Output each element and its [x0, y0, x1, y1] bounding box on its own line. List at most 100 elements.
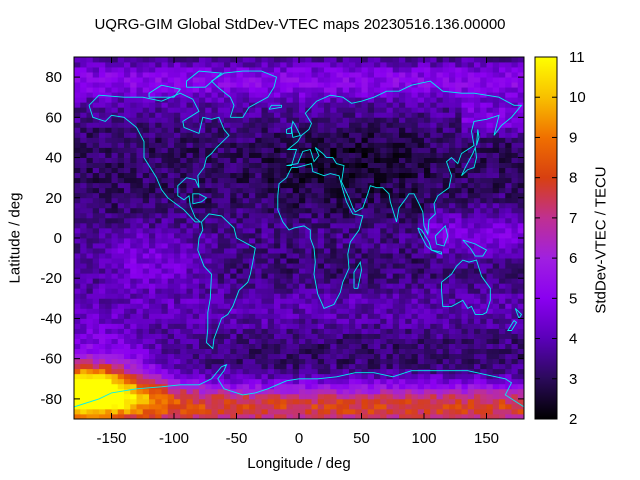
heatmap-cell: [424, 127, 431, 133]
heatmap-cell: [236, 338, 244, 344]
heatmap-cell: [399, 273, 406, 279]
heatmap-cell: [324, 102, 331, 108]
heatmap-cell: [280, 62, 287, 68]
heatmap-cell: [136, 132, 144, 138]
heatmap-cell: [261, 157, 269, 163]
heatmap-cell: [317, 323, 325, 329]
heatmap-cell: [474, 363, 481, 370]
heatmap-cell: [367, 107, 375, 113]
heatmap-cell: [99, 212, 106, 219]
heatmap-cell: [161, 313, 169, 319]
heatmap-cell: [299, 388, 306, 395]
heatmap-cell: [355, 263, 362, 269]
heatmap-cell: [292, 72, 300, 78]
heatmap-cell: [236, 278, 244, 284]
heatmap-cell: [211, 122, 219, 128]
heatmap-cell: [199, 273, 206, 279]
heatmap-cell: [211, 358, 219, 365]
heatmap-cell: [417, 238, 425, 244]
heatmap-cell: [249, 97, 256, 103]
heatmap-cell: [367, 72, 375, 78]
heatmap-cell: [380, 192, 387, 199]
heatmap-cell: [455, 152, 462, 158]
heatmap-cell: [192, 328, 200, 334]
heatmap-cell: [492, 147, 500, 153]
heatmap-cell: [467, 333, 475, 339]
heatmap-cell: [205, 132, 212, 138]
heatmap-cell: [430, 263, 437, 269]
heatmap-cell: [274, 152, 281, 158]
heatmap-cell: [399, 338, 406, 344]
heatmap-cell: [474, 87, 481, 93]
heatmap-cell: [86, 293, 94, 299]
heatmap-cell: [299, 378, 306, 385]
heatmap-cell: [461, 273, 469, 279]
heatmap-cell: [455, 268, 462, 274]
heatmap-cell: [186, 117, 194, 123]
heatmap-cell: [192, 238, 200, 244]
heatmap-cell: [117, 147, 125, 153]
heatmap-cell: [230, 363, 237, 370]
heatmap-cell: [242, 348, 250, 355]
heatmap-cell: [180, 207, 187, 214]
heatmap-cell: [311, 202, 319, 209]
heatmap-cell: [292, 202, 300, 209]
heatmap-cell: [467, 217, 475, 224]
heatmap-cell: [474, 378, 481, 385]
heatmap-cell: [261, 127, 269, 133]
heatmap-cell: [480, 318, 487, 324]
heatmap-cell: [336, 273, 344, 279]
heatmap-cell: [505, 293, 512, 299]
heatmap-cell: [105, 192, 112, 199]
heatmap-cell: [361, 187, 369, 194]
heatmap-cell: [142, 137, 150, 143]
heatmap-cell: [461, 373, 469, 380]
heatmap-cell: [374, 67, 381, 73]
heatmap-cell: [249, 107, 256, 113]
heatmap-cell: [111, 102, 119, 108]
heatmap-cell: [149, 333, 156, 339]
heatmap-cell: [461, 278, 469, 284]
heatmap-cell: [92, 403, 100, 410]
heatmap-cell: [474, 333, 481, 339]
heatmap-cell: [192, 358, 200, 365]
heatmap-cell: [324, 82, 331, 88]
heatmap-cell: [492, 192, 500, 199]
heatmap-cell: [349, 283, 356, 289]
heatmap-cell: [242, 288, 250, 294]
heatmap-cell: [217, 268, 225, 274]
heatmap-cell: [411, 197, 419, 204]
heatmap-cell: [436, 343, 444, 350]
heatmap-cell: [455, 232, 462, 239]
heatmap-cell: [80, 122, 87, 128]
heatmap-cell: [405, 107, 412, 113]
heatmap-cell: [499, 278, 506, 284]
heatmap-cell: [305, 177, 312, 184]
heatmap-cell: [317, 62, 325, 68]
heatmap-cell: [367, 112, 375, 118]
heatmap-cell: [130, 318, 137, 324]
heatmap-cell: [442, 388, 450, 395]
heatmap-cell: [474, 243, 481, 249]
heatmap-cell: [74, 363, 81, 370]
heatmap-cell: [442, 318, 450, 324]
heatmap-cell: [80, 77, 87, 83]
heatmap-cell: [442, 343, 450, 350]
heatmap-cell: [374, 238, 381, 244]
heatmap-cell: [236, 248, 244, 254]
heatmap-cell: [205, 368, 212, 375]
heatmap-cell: [186, 177, 194, 184]
heatmap-cell: [436, 258, 444, 264]
heatmap-cell: [99, 162, 106, 169]
heatmap-cell: [142, 142, 150, 148]
heatmap-cell: [324, 132, 331, 138]
heatmap-cell: [492, 97, 500, 103]
heatmap-cell: [392, 278, 400, 284]
heatmap-cell: [280, 187, 287, 194]
heatmap-cell: [292, 248, 300, 254]
heatmap-cell: [424, 378, 431, 385]
heatmap-cell: [199, 107, 206, 113]
heatmap-cell: [136, 393, 144, 400]
heatmap-cell: [442, 328, 450, 334]
heatmap-cell: [405, 353, 412, 360]
